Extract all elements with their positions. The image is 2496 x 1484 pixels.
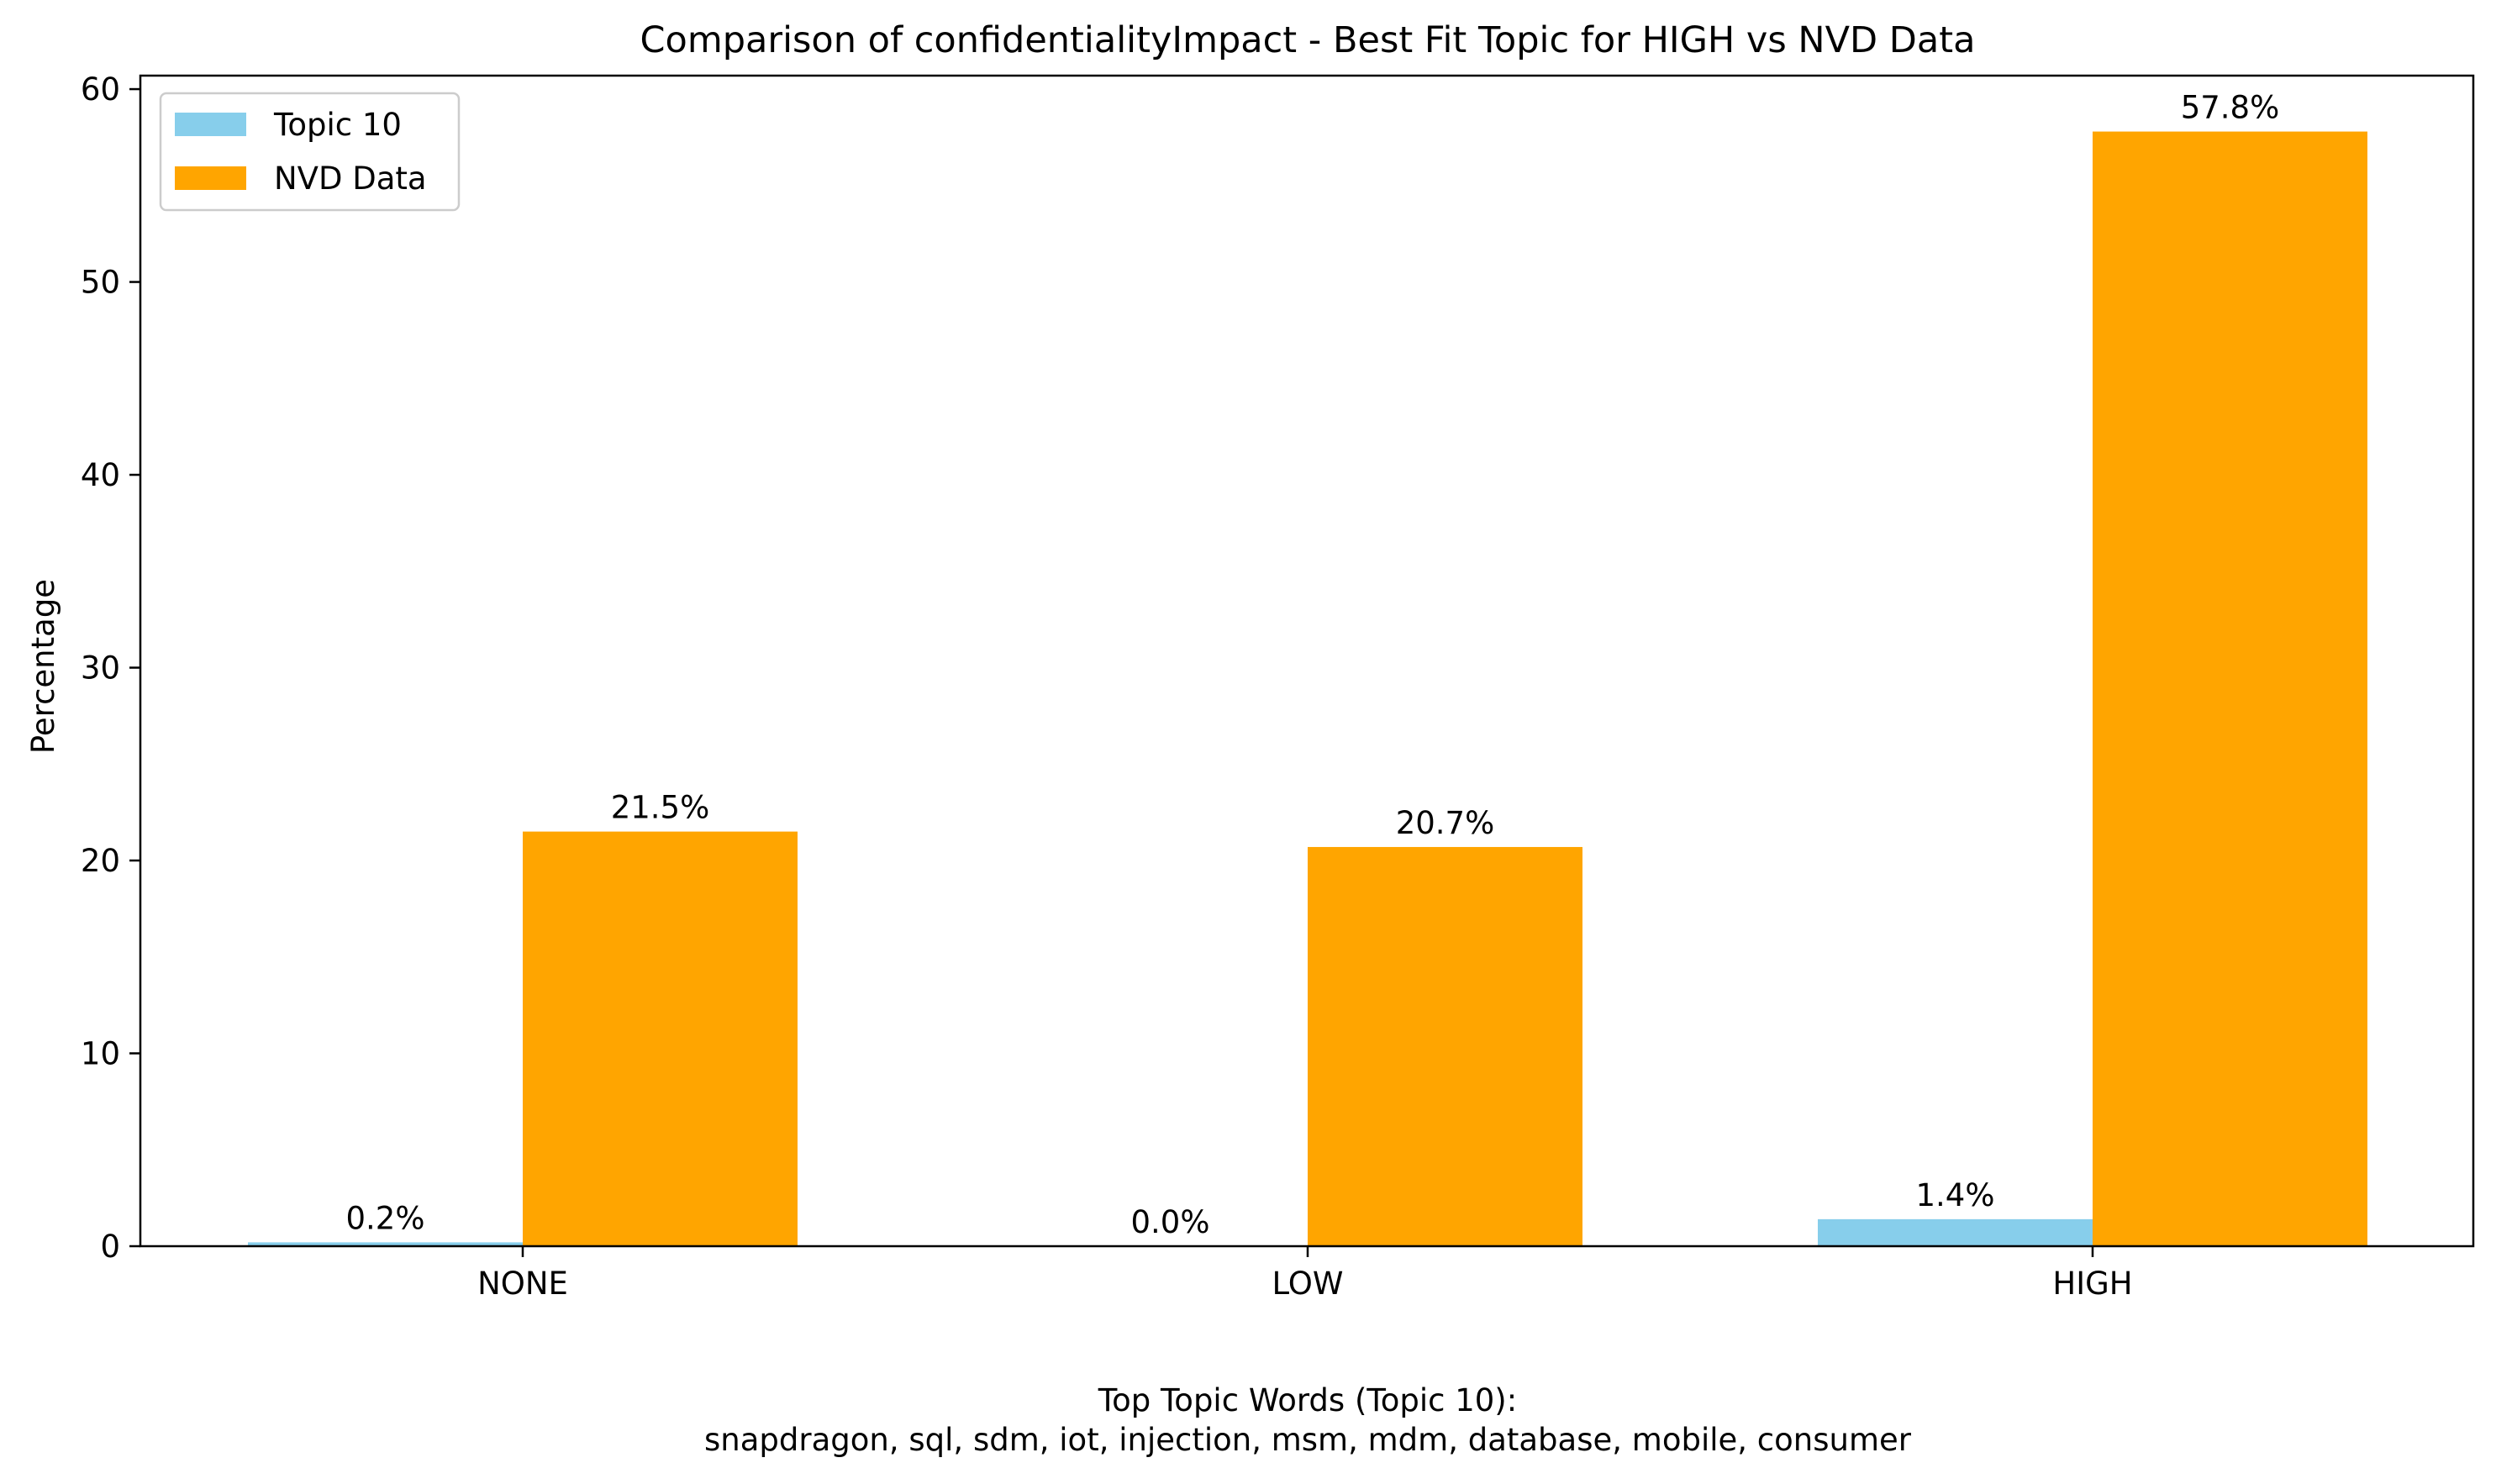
legend-swatch-nvd-data [175, 166, 246, 190]
x-axis-label-line-1: Top Topic Words (Topic 10): [1098, 1382, 1517, 1418]
data-label-topic-10-none: 0.2% [346, 1200, 425, 1236]
data-label-topic-10-low: 0.0% [1131, 1204, 1210, 1240]
legend: Topic 10 NVD Data [159, 92, 461, 212]
y-tick-label-0: 0 [100, 1229, 120, 1265]
bar-nvd-data-none [523, 831, 798, 1246]
legend-swatch-topic-10 [175, 113, 246, 136]
y-axis-label: Percentage [25, 579, 61, 754]
data-label-topic-10-high: 1.4% [1916, 1177, 1995, 1213]
chart-title: Comparison of confidentialityImpact - Be… [640, 19, 1976, 61]
data-label-nvd-data-high: 57.8% [2181, 90, 2280, 126]
y-tick-label-60: 60 [81, 71, 120, 108]
bar-nvd-data-low [1308, 846, 1582, 1246]
y-tick-label-40: 40 [81, 457, 120, 493]
data-label-nvd-data-none: 21.5% [611, 790, 710, 826]
bar-topic-10-none [248, 1242, 523, 1246]
x-axis-ticks: NONE LOW HIGH [477, 1246, 2133, 1302]
legend-label-nvd-data: NVD Data [274, 161, 427, 197]
x-tick-label-low: LOW [1272, 1266, 1343, 1302]
bar-nvd-data-high [2093, 131, 2367, 1247]
y-tick-label-10: 10 [81, 1036, 120, 1072]
bar-topic-10-high [1818, 1218, 2093, 1246]
y-tick-label-30: 30 [81, 650, 120, 687]
data-label-nvd-data-low: 20.7% [1396, 805, 1495, 841]
x-tick-label-high: HIGH [2052, 1266, 2132, 1302]
y-axis-ticks: 0 10 20 30 40 50 60 [81, 71, 140, 1265]
y-tick-label-20: 20 [81, 843, 120, 879]
legend-label-topic-10: Topic 10 [273, 107, 402, 143]
bar-labels-group: 0.2% 0.0% 1.4% 21.5% 20.7% 57.8% [346, 90, 2280, 1240]
x-axis-label-line-2: snapdragon, sql, sdm, iot, injection, ms… [704, 1422, 1912, 1458]
y-tick-label-50: 50 [81, 265, 120, 301]
bars-group [248, 131, 2367, 1247]
x-tick-label-none: NONE [477, 1266, 568, 1302]
